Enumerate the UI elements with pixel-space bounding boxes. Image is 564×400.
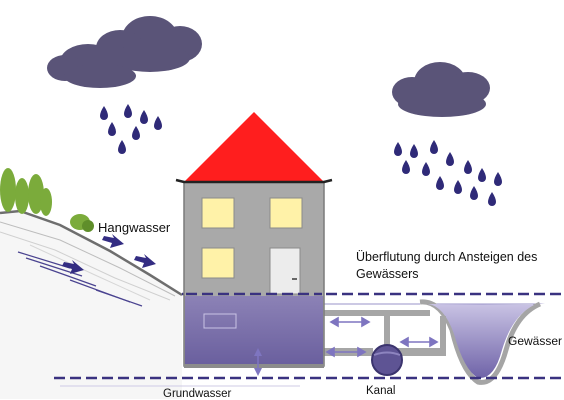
raindrops-right [394,140,502,206]
label-hangwasser: Hangwasser [98,220,171,235]
label-gewaesser: Gewässer [508,334,563,348]
label-kanal: Kanal [366,385,396,397]
groundwater-line [54,348,562,387]
slope-water-lines [17,251,143,307]
house-icon [175,112,333,368]
pipe-flow-arrows [325,316,439,358]
shrubs [0,168,94,232]
river-pit [419,299,560,399]
rain-cloud-icon-right [392,62,490,117]
label-grundwasser: Grundwasser [163,388,232,400]
flow-arrows-slope [62,234,156,274]
raindrops-left [100,104,162,154]
hillside [0,209,183,399]
rain-cloud-icon-left [47,16,202,88]
label-ueberflutung: Überflutung durch Ansteigen des Gewässer… [356,250,538,281]
